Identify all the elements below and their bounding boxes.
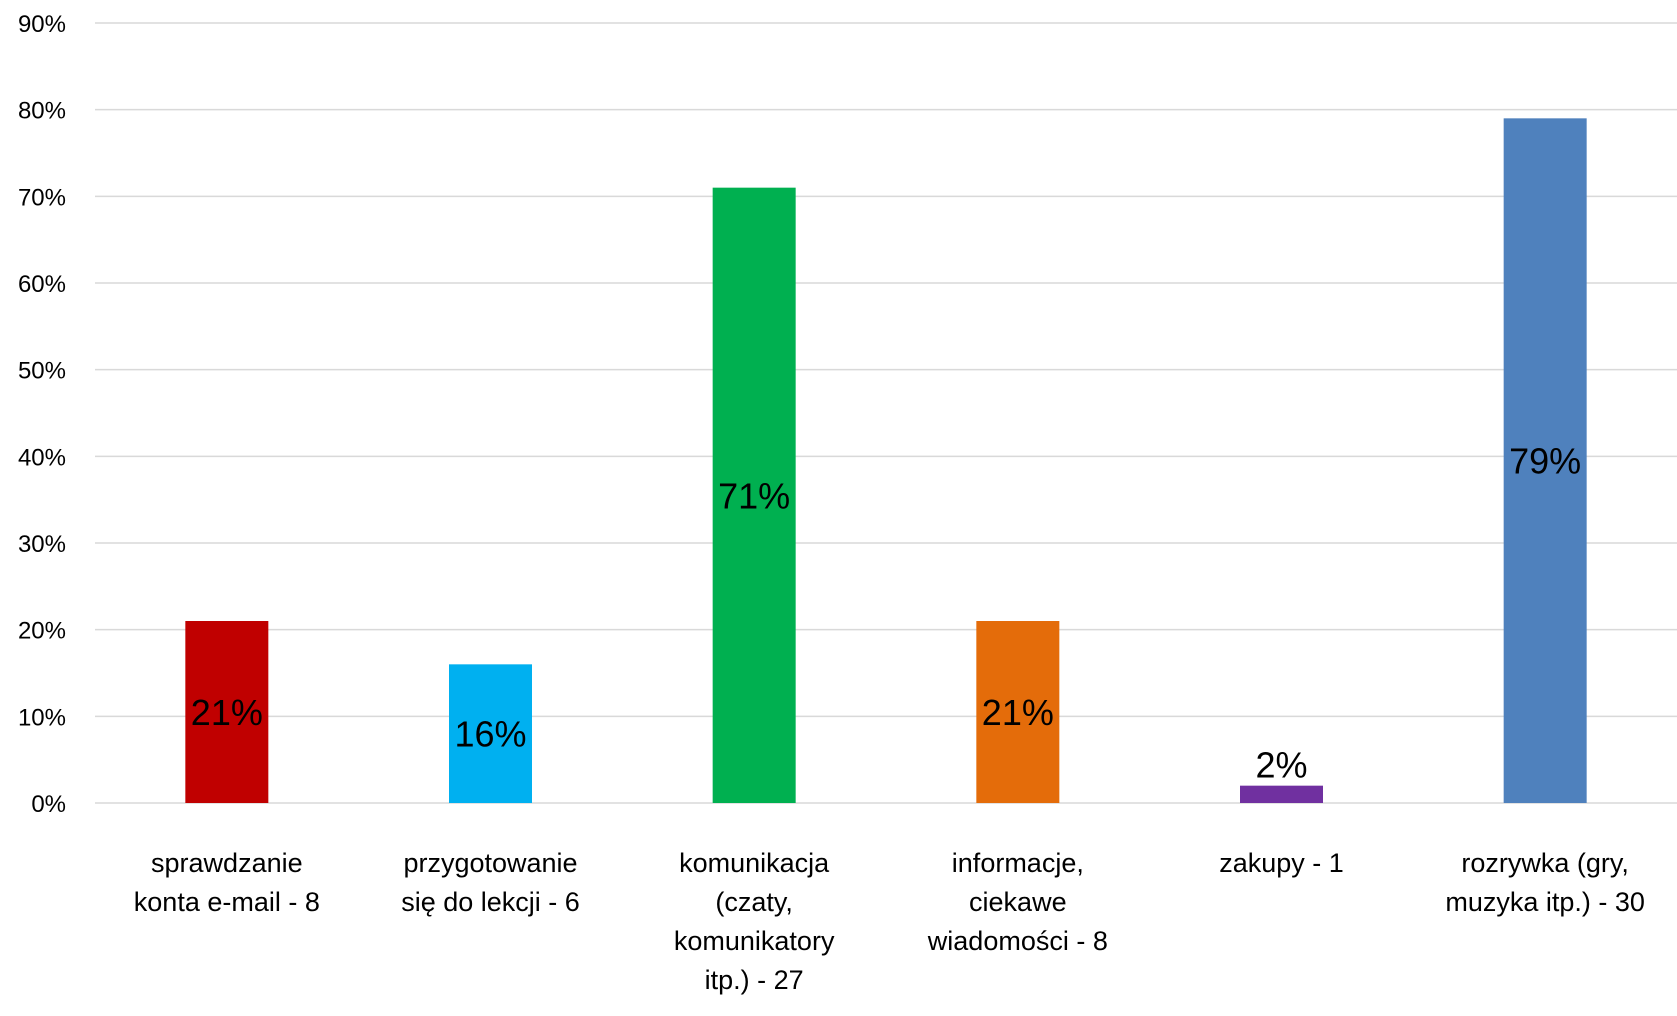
bar [976, 621, 1060, 803]
bar [712, 187, 796, 803]
y-tick-label: 20% [18, 618, 66, 645]
x-category-label: sprawdzanie konta e-mail - 8 [134, 848, 320, 917]
x-category-label: informacje, ciekawe wiadomości - 8 [927, 848, 1108, 956]
y-tick-label: 80% [18, 98, 66, 125]
y-tick-label: 60% [18, 271, 66, 298]
data-label: 79% [1509, 441, 1581, 482]
y-axis-ticks: 0% 10% 20% 30% 40% 50% 60% 70% 80% 90% [18, 11, 66, 818]
data-label: 21% [191, 692, 263, 733]
y-tick-label: 90% [18, 11, 66, 38]
x-axis-labels: sprawdzanie konta e-mail - 8 przygotowanie… [134, 848, 1645, 995]
bar [1240, 785, 1323, 803]
bar [1503, 118, 1587, 804]
data-label: 2% [1255, 745, 1307, 786]
y-tick-label: 50% [18, 358, 66, 385]
data-label: 21% [982, 692, 1054, 733]
y-tick-label: 0% [31, 791, 66, 818]
data-labels: 21% 16% 71% 21% 2% 79% [191, 441, 1581, 786]
y-tick-label: 70% [18, 184, 66, 211]
y-tick-label: 30% [18, 531, 66, 558]
x-category-label: rozrywka (gry, muzyka itp.) - 30 [1445, 848, 1645, 917]
bar [185, 621, 269, 803]
y-tick-label: 10% [18, 704, 66, 731]
x-category-label: przygotowanie się do lekcji - 6 [401, 848, 580, 917]
bar [449, 664, 532, 803]
data-label: 16% [454, 714, 526, 755]
bars [185, 118, 1587, 804]
y-tick-label: 40% [18, 444, 66, 471]
x-category-label: zakupy - 1 [1219, 848, 1344, 878]
x-category-label: komunikacja (czaty, komunikatory itp.) - 27 [674, 848, 835, 995]
data-label: 71% [718, 475, 790, 516]
gridlines [95, 22, 1677, 804]
